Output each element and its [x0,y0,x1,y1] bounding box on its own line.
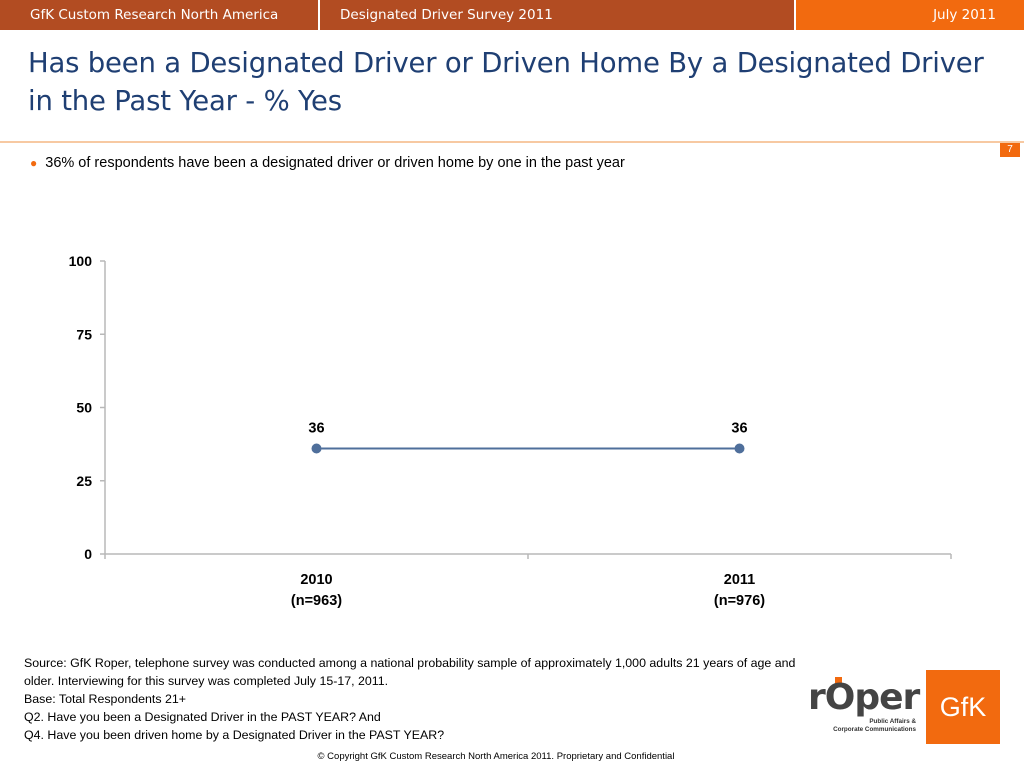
source-notes: Source: GfK Roper, telephone survey was … [24,654,814,744]
x-category-label: 2010 (n=963) [291,572,342,609]
title-divider [0,141,1024,143]
roper-logo-word: rOper [808,677,920,718]
bullet-text: 36% of respondents have been a designate… [45,155,625,171]
y-tick-label: 75 [76,326,92,342]
header-date: July 2011 [794,0,1024,30]
data-label: 36 [308,421,324,437]
data-label: 36 [731,421,747,437]
page-number: 7 [1000,143,1020,157]
data-point [734,443,745,454]
gfk-logo: GfK [926,670,1000,744]
y-tick-label: 0 [84,546,92,562]
roper-logo: rOper Public Affairs & Corporate Communic… [808,674,920,740]
copyright-text: © Copyright GfK Custom Research North Am… [317,751,675,762]
header-company: GfK Custom Research North America [0,0,318,30]
header-survey-name: Designated Driver Survey 2011 [318,0,794,30]
bullet-point: ● 36% of respondents have been a designat… [30,155,625,171]
y-tick-label: 50 [76,400,92,416]
data-point [311,443,322,454]
line-chart: 0 25 50 75 100 2010 (n=963) 2011 (n=976) 36 36 [69,253,952,609]
slide-title: Has been a Designated Driver or Driven H… [28,47,984,117]
base-text: Base: Total Respondents 21+ [24,692,186,706]
header-bar: GfK Custom Research North America Design… [0,0,1024,30]
y-tick-label: 100 [69,253,93,269]
roper-logo-dot [835,677,842,684]
question-q2: Q2. Have you been a Designated Driver in… [24,710,381,724]
x-category-label: 2011 (n=976) [714,572,765,609]
bullet-icon: ● [30,156,38,170]
question-q4: Q4. Have you been driven home by a Desig… [24,728,445,742]
roper-logo-tagline: Public Affairs & Corporate Communications [833,718,916,733]
y-tick-label: 25 [76,473,92,489]
source-text: Source: GfK Roper, telephone survey was … [24,656,796,688]
